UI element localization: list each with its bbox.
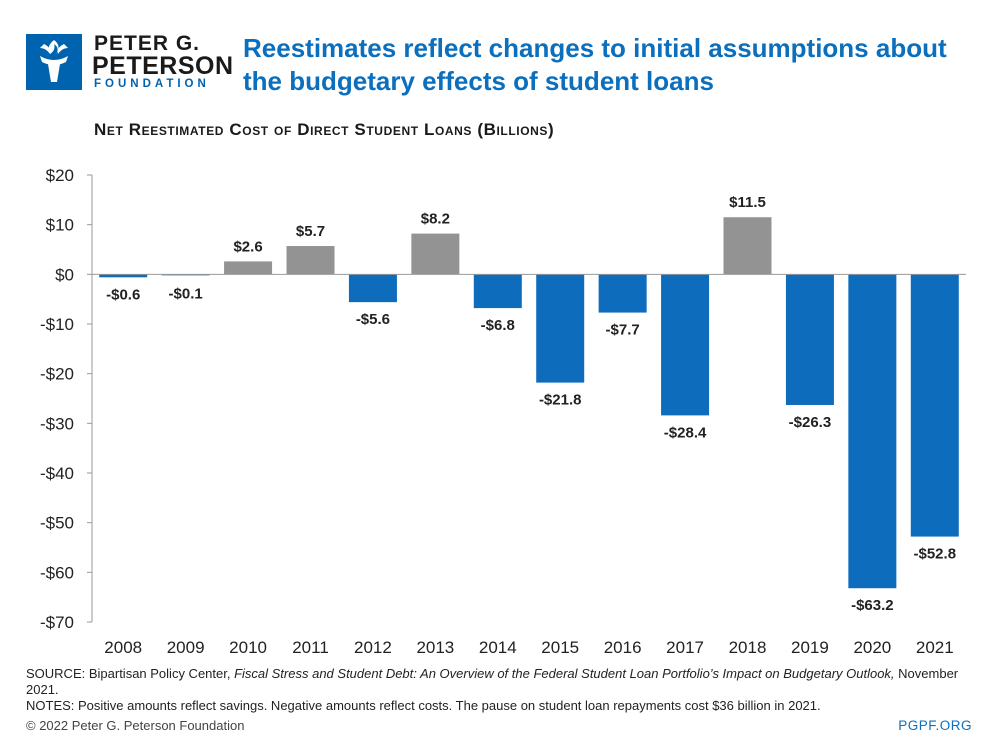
brand-logo: PETER G. PETERSON FOUNDATION (26, 32, 233, 94)
x-tick-label: 2010 (229, 638, 267, 657)
y-tick-label: -$10 (40, 315, 74, 334)
data-label-2013: $8.2 (421, 211, 450, 228)
source-prefix: SOURCE: Bipartisan Policy Center, (26, 666, 235, 681)
bar-2014 (473, 274, 522, 309)
y-tick-label: -$70 (40, 613, 74, 632)
data-label-2011: $5.7 (296, 223, 325, 240)
data-label-2014: -$6.8 (481, 317, 515, 334)
x-tick-label: 2009 (167, 638, 205, 657)
source-title: Fiscal Stress and Student Debt: An Overv… (234, 666, 895, 681)
x-tick-label: 2021 (916, 638, 954, 657)
y-tick-label: $10 (46, 216, 74, 235)
source-note: SOURCE: Bipartisan Policy Center, Fiscal… (26, 666, 976, 714)
x-tick-label: 2013 (416, 638, 454, 657)
data-label-2015: -$21.8 (539, 392, 582, 409)
x-tick-label: 2019 (791, 638, 829, 657)
bar-2015 (536, 274, 585, 383)
x-tick-label: 2016 (604, 638, 642, 657)
data-label-2016: -$7.7 (606, 322, 640, 339)
bar-2016 (598, 274, 647, 313)
bar-2010 (224, 261, 273, 275)
y-tick-label: -$20 (40, 365, 74, 384)
bar-2017 (661, 274, 710, 416)
data-label-2010: $2.6 (233, 238, 262, 255)
site-link[interactable]: PGPF.ORG (898, 718, 972, 733)
data-label-2019: -$26.3 (789, 414, 832, 431)
x-tick-label: 2018 (729, 638, 767, 657)
notes-text: NOTES: Positive amounts reflect savings.… (26, 698, 821, 713)
y-tick-label: -$40 (40, 464, 74, 483)
data-label-2009: -$0.1 (169, 285, 203, 302)
y-tick-label: -$30 (40, 414, 74, 433)
headline: Reestimates reflect changes to initial a… (243, 33, 947, 96)
bar-2011 (286, 246, 335, 275)
x-tick-label: 2020 (853, 638, 891, 657)
data-label-2020: -$63.2 (851, 597, 894, 614)
bar-chart: $20 $10 $0 -$10 -$20 -$30 -$40 -$50 -$60 -$70 -$0.… (40, 166, 966, 657)
data-label-2021: -$52.8 (914, 546, 957, 563)
x-tick-label: 2017 (666, 638, 704, 657)
bar-2008 (99, 274, 148, 278)
torch-icon (26, 34, 82, 90)
bar-2021 (910, 274, 959, 537)
brand-line1: PETER G. (94, 32, 201, 55)
source-suffix: November 2021. (26, 666, 959, 697)
x-tick-label: 2011 (292, 638, 329, 657)
copyright: © 2022 Peter G. Peterson Foundation (26, 718, 245, 733)
y-tick-label: $20 (46, 166, 74, 185)
y-tick-label: $0 (55, 265, 74, 284)
brand-line2: PETERSON (92, 52, 234, 80)
x-tick-label: 2012 (354, 638, 392, 657)
brand-line3: FOUNDATION (94, 78, 210, 90)
bar-2018 (723, 217, 772, 275)
data-label-2008: -$0.6 (106, 286, 140, 303)
x-tick-label: 2008 (104, 638, 142, 657)
bar-2019 (785, 274, 834, 405)
bar-2013 (411, 233, 460, 275)
bar-2012 (348, 274, 397, 303)
data-label-2017: -$28.4 (664, 424, 707, 441)
y-tick-label: -$60 (40, 563, 74, 582)
bar-2020 (848, 274, 897, 589)
y-tick-label: -$50 (40, 514, 74, 533)
chart-title: Net Reestimated Cost of Direct Student L… (94, 120, 555, 139)
data-label-2012: -$5.6 (356, 311, 390, 328)
x-tick-label: 2015 (541, 638, 579, 657)
x-tick-label: 2014 (479, 638, 517, 657)
data-label-2018: $11.5 (729, 194, 766, 211)
